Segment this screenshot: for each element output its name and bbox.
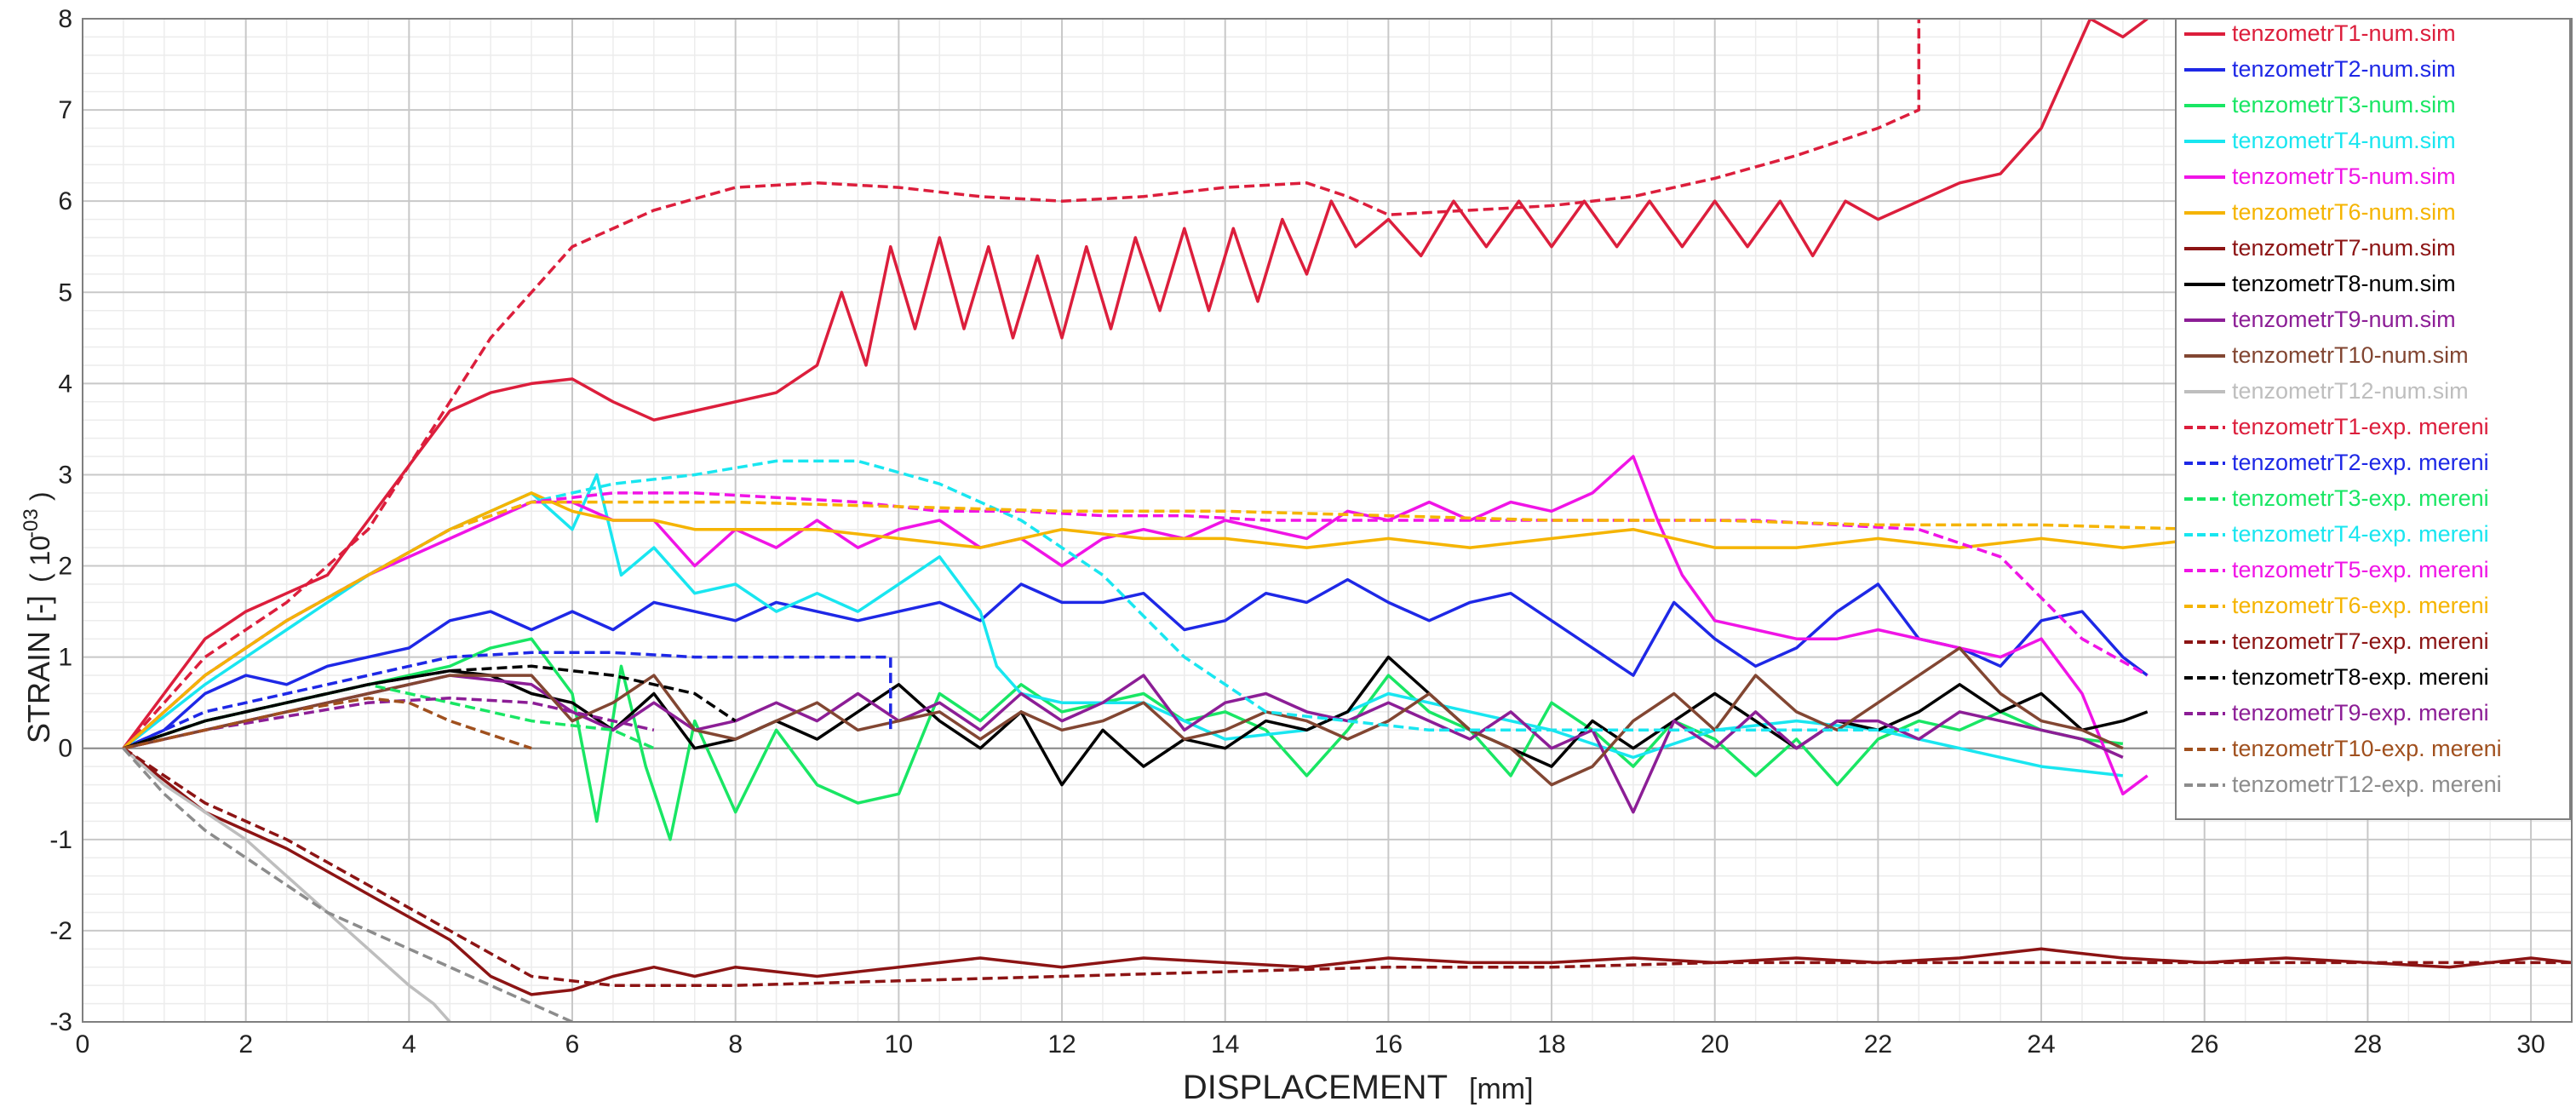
x-tick-label: 4 bbox=[402, 1030, 416, 1058]
legend-label: tenzometrT12-num.sim bbox=[2232, 378, 2469, 404]
x-axis-title: DISPLACEMENT bbox=[1183, 1069, 1448, 1106]
y-tick-label: 2 bbox=[58, 553, 72, 581]
x-tick-label: 0 bbox=[76, 1030, 90, 1058]
y-tick-label: -2 bbox=[49, 917, 72, 945]
series-line-21 bbox=[123, 697, 532, 750]
series-line-11 bbox=[122, 747, 451, 1022]
legend-label: tenzometrT2-exp. mereni bbox=[2232, 450, 2489, 475]
legend-label: tenzometrT4-exp. mereni bbox=[2232, 521, 2489, 547]
x-tick-label: 26 bbox=[2190, 1030, 2218, 1058]
series-line-2 bbox=[123, 577, 2149, 750]
x-tick-label: 18 bbox=[1537, 1030, 1565, 1058]
y-axis-title: STRAIN [-] bbox=[21, 595, 56, 743]
legend-label: tenzometrT10-exp. mereni bbox=[2232, 736, 2502, 761]
y-tick-label: 1 bbox=[58, 644, 72, 672]
series-line-8 bbox=[123, 655, 2149, 787]
y-axis-multiplier-exponent: -03 bbox=[20, 508, 43, 538]
legend-label: tenzometrT1-exp. mereni bbox=[2232, 414, 2489, 439]
y-tick-label: 3 bbox=[58, 461, 72, 489]
x-tick-label: 14 bbox=[1211, 1030, 1239, 1058]
series-line-7 bbox=[122, 747, 2572, 996]
legend-label: tenzometrT8-num.sim bbox=[2232, 271, 2456, 296]
legend-label: tenzometrT9-exp. mereni bbox=[2232, 700, 2489, 726]
x-tick-labels: 0 2 4 6 8 10 12 14 16 18 20 22 24 26 28 30 bbox=[76, 1030, 2545, 1058]
y-axis-multiplier: ( 10 bbox=[25, 536, 55, 582]
x-tick-label: 28 bbox=[2354, 1030, 2382, 1058]
series-line-18 bbox=[122, 747, 2572, 987]
series-line-13 bbox=[123, 651, 892, 750]
y-tick-label: 7 bbox=[58, 96, 72, 124]
series-line-1 bbox=[122, 19, 2149, 749]
legend-label: tenzometrT4-num.sim bbox=[2232, 128, 2456, 153]
y-axis-multiplier-close: ) bbox=[25, 491, 55, 501]
y-tick-labels: -3 -2 -1 0 1 2 3 4 5 6 7 8 bbox=[49, 5, 72, 1036]
series-line-10 bbox=[123, 646, 2124, 787]
legend: tenzometrT1-num.sim tenzometrT2-num.sim te… bbox=[2175, 18, 2571, 820]
x-tick-label: 16 bbox=[1374, 1030, 1403, 1058]
x-tick-label: 2 bbox=[238, 1030, 253, 1058]
y-tick-label: 4 bbox=[58, 370, 72, 398]
series-line-22 bbox=[122, 747, 573, 1022]
legend-label: tenzometrT6-num.sim bbox=[2232, 199, 2456, 225]
plot-frame bbox=[82, 18, 2573, 1023]
legend-label: tenzometrT7-num.sim bbox=[2232, 235, 2456, 261]
y-tick-label: 5 bbox=[58, 278, 72, 307]
x-tick-label: 30 bbox=[2516, 1030, 2544, 1058]
series-lines bbox=[122, 19, 2572, 1022]
series-line-4 bbox=[122, 473, 2124, 777]
series-line-3 bbox=[123, 637, 2124, 841]
x-tick-label: 6 bbox=[565, 1030, 580, 1058]
y-tick-label: 8 bbox=[58, 5, 72, 33]
series-line-19 bbox=[123, 664, 737, 750]
legend-box bbox=[2175, 18, 2571, 820]
legend-label: tenzometrT10-num.sim bbox=[2232, 342, 2469, 368]
x-tick-label: 10 bbox=[885, 1030, 913, 1058]
legend-label: tenzometrT3-num.sim bbox=[2232, 92, 2456, 118]
x-tick-label: 22 bbox=[1864, 1030, 1892, 1058]
x-tick-label: 12 bbox=[1047, 1030, 1076, 1058]
legend-label: tenzometrT6-exp. mereni bbox=[2232, 593, 2489, 618]
x-axis-unit: [mm] bbox=[1469, 1073, 1534, 1105]
series-line-17 bbox=[122, 500, 2572, 750]
legend-label: tenzometrT5-exp. mereni bbox=[2232, 557, 2489, 582]
legend-label: tenzometrT2-num.sim bbox=[2232, 56, 2456, 82]
y-tick-label: 6 bbox=[58, 187, 72, 215]
series-line-16 bbox=[122, 491, 2149, 750]
x-tick-label: 20 bbox=[1701, 1030, 1729, 1058]
legend-label: tenzometrT3-exp. mereni bbox=[2232, 485, 2489, 511]
y-tick-label: -3 bbox=[49, 1008, 72, 1036]
legend-label: tenzometrT1-num.sim bbox=[2232, 20, 2456, 46]
legend-label: tenzometrT12-exp. mereni bbox=[2232, 772, 2502, 797]
y-tick-label: -1 bbox=[49, 826, 72, 854]
series-line-15 bbox=[122, 459, 1919, 750]
legend-label: tenzometrT5-num.sim bbox=[2232, 164, 2456, 189]
x-tick-label: 24 bbox=[2027, 1030, 2055, 1058]
y-axis-title-group: STRAIN [-] ( 10 -03 ) bbox=[20, 491, 56, 743]
y-tick-label: 0 bbox=[58, 735, 72, 763]
series-line-12 bbox=[122, 19, 1921, 749]
legend-label: tenzometrT8-exp. mereni bbox=[2232, 664, 2489, 690]
legend-label: tenzometrT7-exp. mereni bbox=[2232, 628, 2489, 654]
series-line-6 bbox=[122, 491, 2572, 750]
legend-label: tenzometrT9-num.sim bbox=[2232, 307, 2456, 332]
x-tick-label: 8 bbox=[728, 1030, 743, 1058]
